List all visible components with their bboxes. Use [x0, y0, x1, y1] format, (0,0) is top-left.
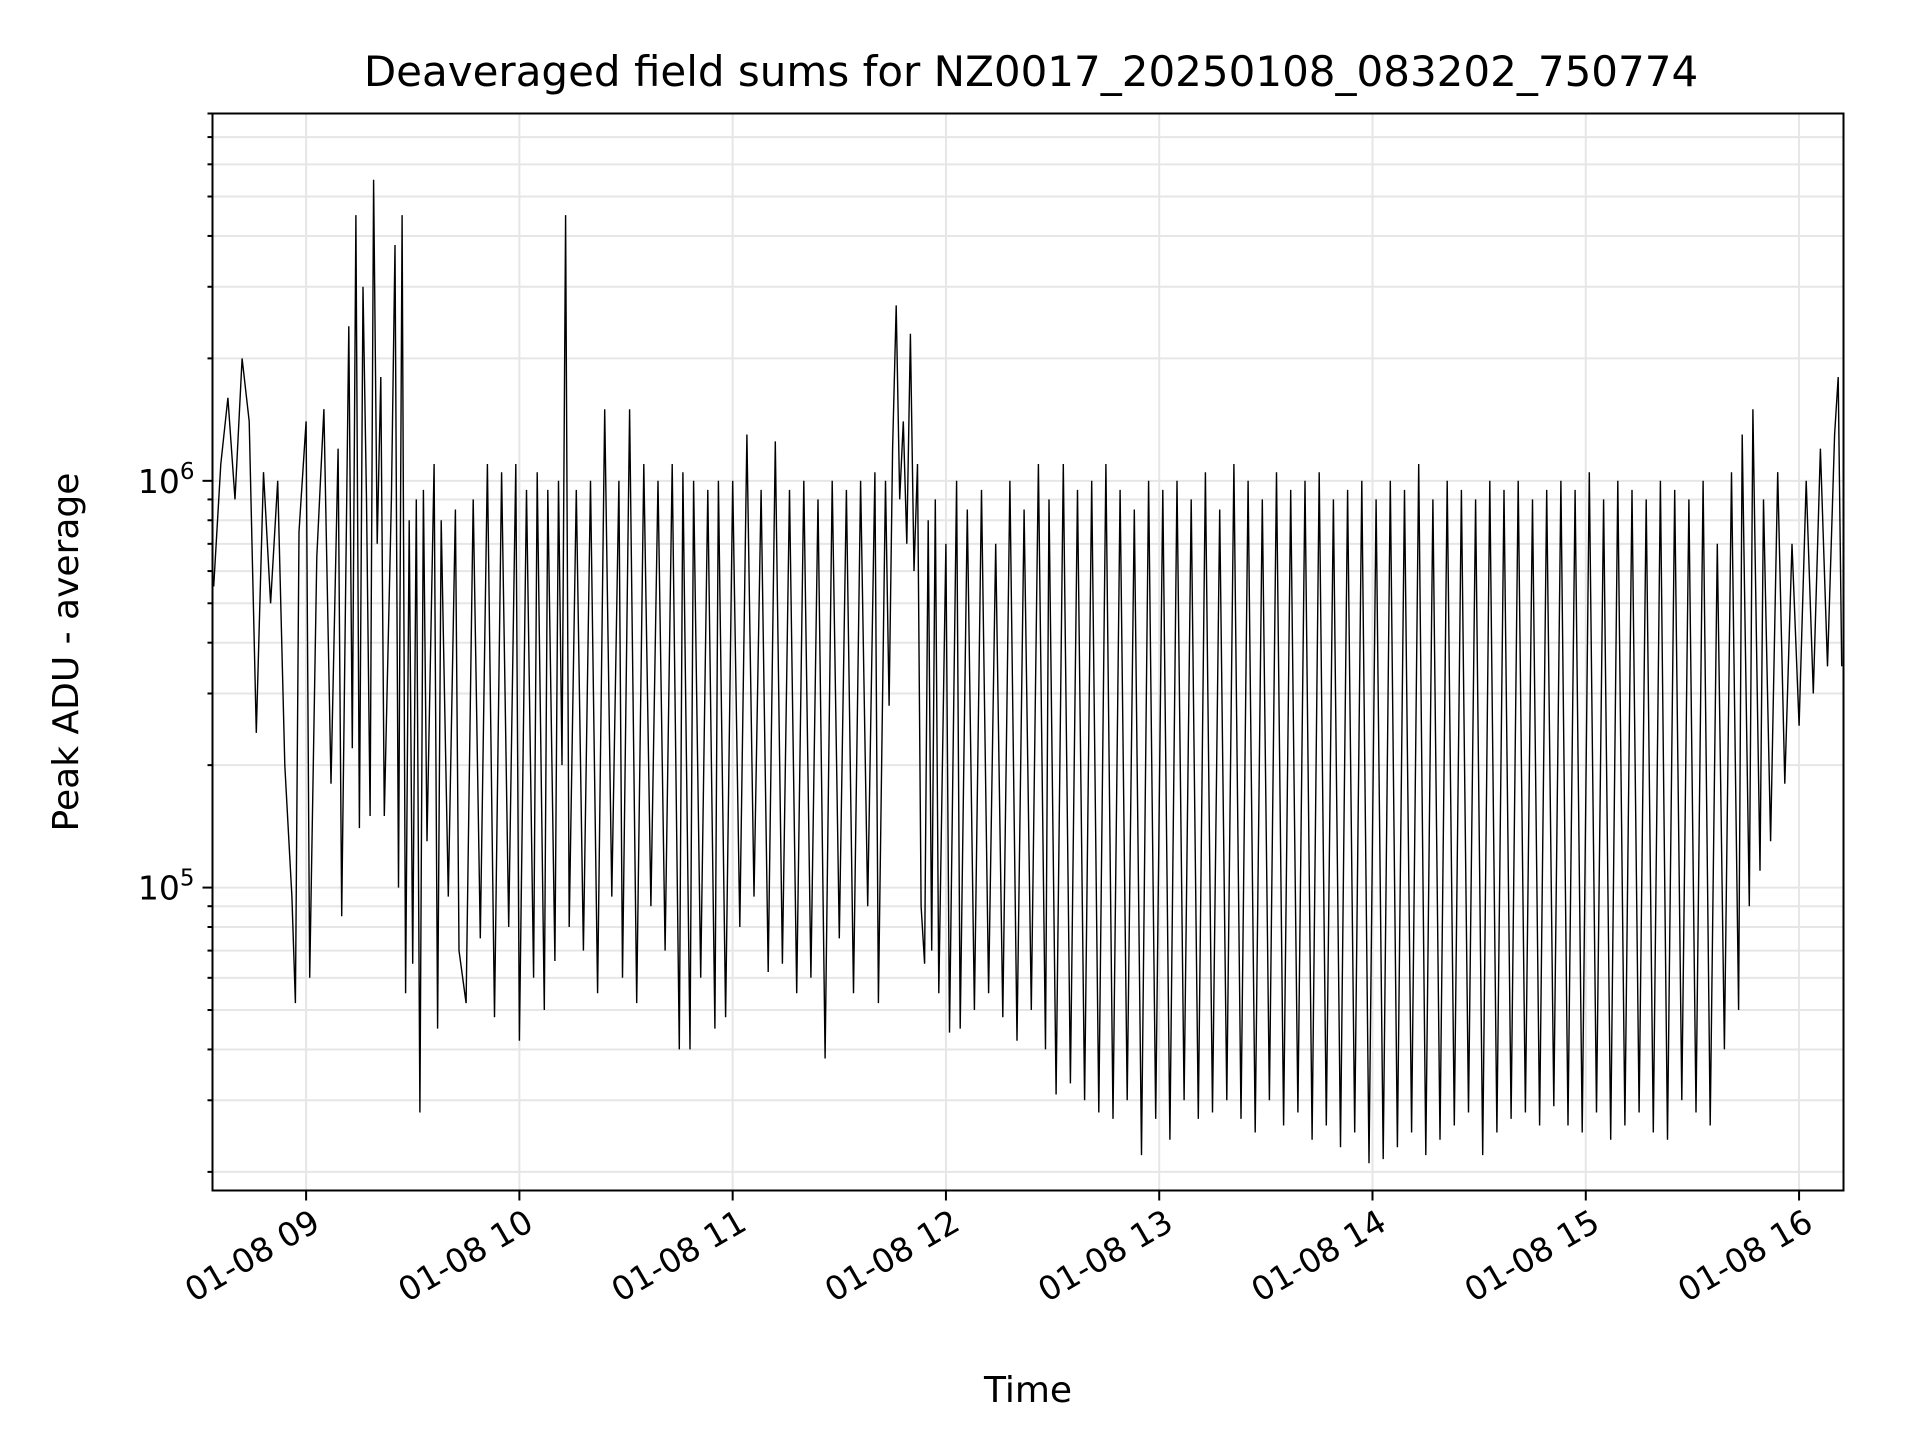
y-axis: 105 106: [138, 112, 213, 1173]
y-tick-label: 106: [138, 459, 195, 501]
x-tick-label: 01-08 09: [178, 1202, 326, 1310]
x-tick-label: 01-08 16: [1671, 1202, 1819, 1310]
y-tick-label: 105: [138, 866, 195, 908]
x-tick-label: 01-08 11: [605, 1202, 753, 1310]
series-line: [213, 179, 1843, 1164]
x-tick-label: 01-08 13: [1031, 1202, 1179, 1310]
x-axis-label: Time: [983, 1370, 1072, 1411]
x-tick-label: 01-08 10: [391, 1202, 539, 1310]
x-tick-label: 01-08 14: [1245, 1202, 1393, 1310]
y-axis-label: Peak ADU - average: [46, 473, 87, 832]
plot-frame: [211, 112, 1845, 1192]
series: [213, 179, 1843, 1164]
x-tick-label: 01-08 12: [818, 1202, 966, 1310]
x-tick-label: 01-08 15: [1458, 1202, 1606, 1310]
x-axis: 01-08 09 01-08 10 01-08 11 01-08 12 01-08 13…: [178, 1190, 1819, 1310]
chart-title: Deaveraged field sums for NZ0017_2025010…: [364, 47, 1698, 96]
